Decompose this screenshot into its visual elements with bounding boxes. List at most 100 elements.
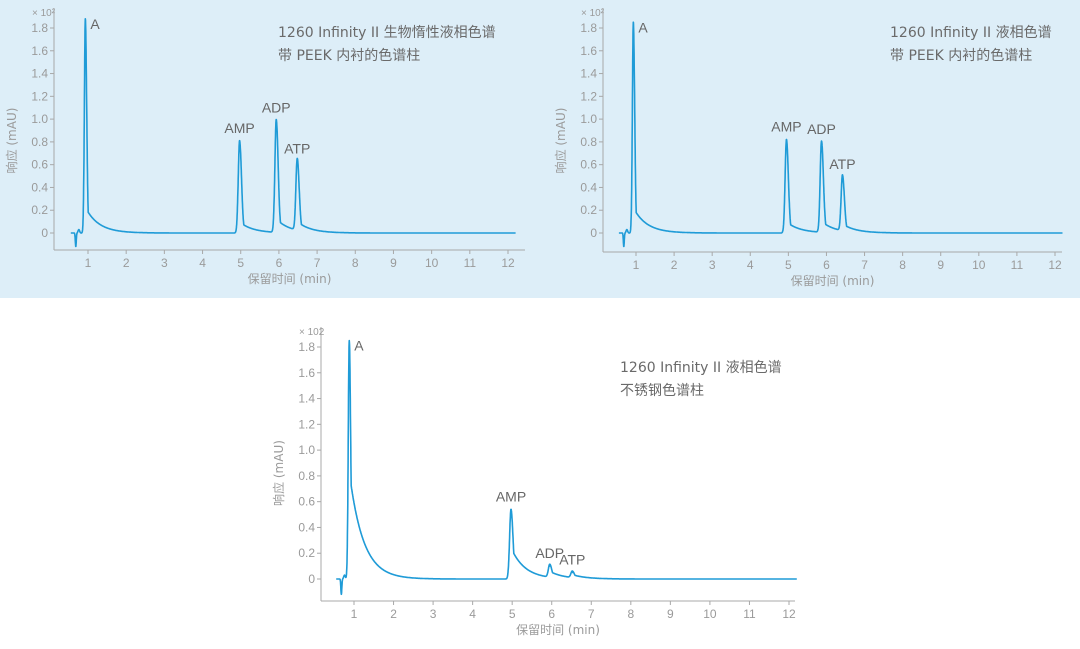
x-tick-label: 10: [703, 607, 717, 621]
y-tick-label: 1.8: [298, 340, 315, 354]
peak-apex-atp: [571, 571, 574, 574]
chart-title-line: 1260 Infinity II 液相色谱: [890, 24, 1052, 41]
x-tick-label: 5: [785, 258, 792, 272]
x-tick-label: 4: [469, 607, 476, 621]
peak-label-a: A: [90, 16, 100, 32]
y-tick-label: 1.4: [580, 67, 597, 81]
chromatogram-trace: [618, 21, 1064, 248]
y-tick-label: 1.0: [580, 112, 597, 126]
peak-apex-adp: [275, 119, 278, 122]
y-tick-label: 0.2: [580, 203, 597, 217]
chart-title-line: 不锈钢色谱柱: [620, 382, 704, 399]
x-tick-label: 9: [937, 258, 944, 272]
y-tick-label: 0: [308, 572, 315, 586]
peak-label-atp: ATP: [559, 552, 585, 568]
y-tick-label: 1.6: [298, 366, 315, 380]
y-tick-label: 0.4: [31, 180, 48, 194]
y-tick-label: 1.2: [580, 89, 597, 103]
y-multiplier: × 102: [299, 327, 325, 338]
chromatogram-trace: [335, 340, 798, 596]
x-tick-label: 11: [743, 607, 756, 621]
x-tick-label: 7: [861, 258, 868, 272]
y-tick-label: 1.2: [298, 417, 315, 431]
y-tick-label: 0.4: [298, 520, 315, 534]
peak-apex-amp: [785, 138, 788, 141]
y-tick-label: 0.2: [298, 546, 315, 560]
peak-apex-a: [84, 18, 87, 20]
y-multiplier: × 10²: [32, 8, 56, 19]
x-tick-label: 4: [747, 258, 754, 272]
y-tick-label: 1.8: [31, 21, 48, 35]
y-tick-label: 0.6: [580, 158, 597, 172]
x-tick-label: 10: [425, 256, 439, 270]
x-tick-label: 1: [85, 256, 92, 270]
y-tick-label: 0.4: [580, 180, 597, 194]
x-tick-label: 12: [1048, 258, 1062, 272]
peak-label-adp: ADP: [807, 121, 836, 137]
y-tick-label: 0.2: [31, 203, 48, 217]
y-tick-label: 1.0: [298, 443, 315, 457]
x-tick-label: 12: [501, 256, 515, 270]
y-tick-label: 1.6: [580, 44, 597, 58]
x-tick-label: 2: [390, 607, 397, 621]
x-tick-label: 9: [667, 607, 674, 621]
x-tick-label: 10: [972, 258, 986, 272]
peak-apex-adp: [548, 565, 551, 567]
x-tick-label: 2: [123, 256, 130, 270]
y-multiplier: × 10²: [581, 8, 605, 19]
y-tick-label: 0.8: [580, 135, 597, 149]
peak-apex-a: [348, 339, 351, 342]
peak-label-a: A: [354, 338, 364, 354]
y-tick-label: 1.0: [31, 112, 48, 126]
y-tick-label: 0: [590, 226, 597, 240]
peak-apex-atp: [841, 176, 844, 178]
y-tick-label: 1.8: [580, 21, 597, 35]
top-background-band: [0, 0, 1080, 298]
y-axis-label: 响应 (mAU): [271, 440, 286, 506]
peak-apex-amp: [238, 139, 241, 142]
y-tick-label: 1.2: [31, 89, 48, 103]
peak-label-amp: AMP: [771, 119, 801, 135]
x-tick-label: 1: [633, 258, 640, 272]
peak-label-atp: ATP: [284, 140, 310, 156]
x-tick-label: 8: [352, 256, 359, 270]
chart-title-line: 1260 Infinity II 液相色谱: [620, 359, 782, 376]
y-tick-label: 1.4: [31, 67, 48, 81]
x-tick-label: 12: [782, 607, 796, 621]
y-axis-label: 响应 (mAU): [553, 108, 568, 174]
y-tick-label: 0.6: [298, 495, 315, 509]
x-tick-label: 3: [709, 258, 716, 272]
x-tick-label: 4: [199, 256, 206, 270]
x-axis-label: 保留时间 (min): [516, 623, 600, 637]
peak-label-amp: AMP: [496, 488, 526, 504]
x-axis-label: 保留时间 (min): [248, 272, 332, 286]
x-tick-label: 7: [588, 607, 595, 621]
x-tick-label: 3: [161, 256, 168, 270]
chart-title-line: 1260 Infinity II 生物惰性液相色谱: [278, 24, 496, 41]
x-tick-label: 1: [351, 607, 358, 621]
x-tick-label: 6: [548, 607, 555, 621]
x-tick-label: 9: [390, 256, 397, 270]
x-tick-label: 8: [627, 607, 634, 621]
x-tick-label: 6: [823, 258, 830, 272]
y-tick-label: 0: [41, 226, 48, 240]
peak-label-adp: ADP: [535, 545, 564, 561]
peak-label-a: A: [638, 19, 648, 35]
x-tick-label: 5: [509, 607, 516, 621]
chart-title-line: 带 PEEK 内衬的色谱柱: [278, 47, 420, 64]
peak-label-adp: ADP: [262, 99, 291, 115]
x-tick-label: 7: [314, 256, 321, 270]
peak-apex-adp: [820, 141, 823, 143]
y-tick-label: 0.6: [31, 158, 48, 172]
peak-apex-amp: [510, 508, 512, 511]
y-tick-label: 1.6: [31, 44, 48, 58]
y-tick-label: 0.8: [298, 469, 315, 483]
x-tick-label: 5: [237, 256, 244, 270]
x-tick-label: 11: [464, 256, 477, 270]
y-axis-label: 响应 (mAU): [4, 108, 19, 174]
peak-label-amp: AMP: [224, 120, 254, 136]
x-tick-label: 11: [1011, 258, 1024, 272]
x-tick-label: 8: [899, 258, 906, 272]
